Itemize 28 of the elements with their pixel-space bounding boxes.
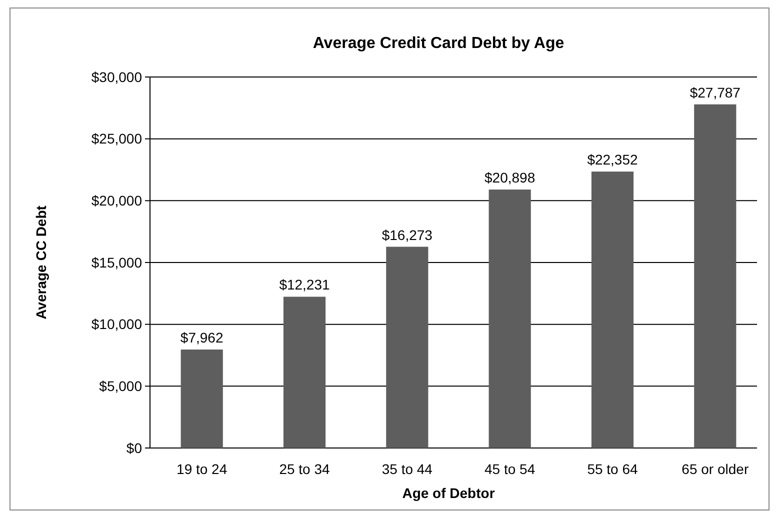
data-label: $22,352	[587, 152, 638, 168]
y-tick-label: $0	[126, 440, 142, 456]
x-tick-label: 55 to 64	[587, 461, 638, 477]
data-label: $20,898	[484, 170, 536, 186]
y-tick-label: $10,000	[91, 316, 142, 332]
data-label: $27,787	[690, 84, 741, 100]
bar	[180, 350, 223, 448]
bar	[694, 104, 736, 448]
chart-title: Average Credit Card Debt by Age	[312, 35, 564, 52]
y-axis-title: Average CC Debt	[33, 205, 49, 320]
bar	[591, 172, 634, 448]
data-label: $7,962	[180, 330, 224, 346]
bar	[488, 190, 531, 448]
x-tick-label: 65 or older	[682, 461, 749, 477]
y-tick-label: $5,000	[99, 378, 142, 394]
y-tick-label: $25,000	[91, 130, 142, 147]
x-tick-label: 35 to 44	[382, 461, 433, 477]
x-tick-label: 25 to 34	[279, 461, 330, 477]
y-tick-label: $30,000	[91, 68, 142, 85]
y-tick-label: $20,000	[91, 192, 142, 209]
data-label: $12,231	[279, 276, 330, 293]
y-tick-label: $15,000	[91, 254, 142, 270]
x-axis-title: Age of Debtor	[402, 485, 496, 501]
x-tick-label: 19 to 24	[176, 461, 228, 477]
bar	[283, 296, 326, 448]
bar	[386, 246, 428, 448]
data-label: $16,273	[382, 226, 433, 243]
x-tick-label: 45 to 54	[484, 461, 536, 477]
